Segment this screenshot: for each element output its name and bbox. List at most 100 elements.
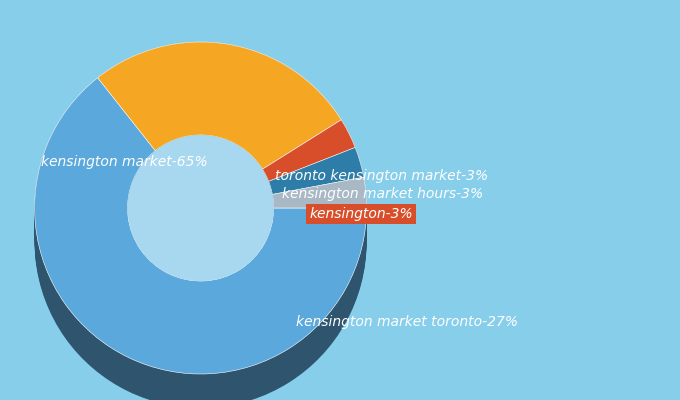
Wedge shape (273, 210, 367, 240)
Wedge shape (35, 100, 367, 396)
Wedge shape (262, 130, 355, 192)
Wedge shape (269, 148, 364, 194)
Wedge shape (262, 150, 355, 212)
Wedge shape (98, 42, 341, 169)
Wedge shape (262, 123, 355, 185)
Wedge shape (98, 71, 341, 198)
Wedge shape (269, 164, 364, 212)
Wedge shape (98, 42, 341, 169)
Circle shape (128, 145, 273, 291)
Wedge shape (98, 68, 341, 195)
Wedge shape (269, 163, 364, 210)
Wedge shape (98, 50, 341, 178)
Wedge shape (273, 184, 367, 215)
Wedge shape (35, 86, 367, 382)
Wedge shape (98, 57, 341, 184)
Wedge shape (35, 110, 367, 400)
Wedge shape (269, 171, 364, 218)
Text: kensington market toronto-27%: kensington market toronto-27% (296, 315, 517, 329)
Wedge shape (273, 194, 367, 225)
Text: kensington market-65%: kensington market-65% (41, 155, 207, 169)
Wedge shape (269, 170, 364, 216)
Text: toronto kensington market-3%: toronto kensington market-3% (275, 169, 488, 183)
Wedge shape (98, 46, 341, 173)
Wedge shape (269, 180, 364, 227)
Wedge shape (262, 120, 355, 181)
Wedge shape (262, 128, 355, 190)
Wedge shape (98, 76, 341, 203)
Wedge shape (269, 148, 364, 194)
Wedge shape (35, 107, 367, 400)
Wedge shape (273, 179, 367, 210)
Wedge shape (273, 191, 367, 222)
Wedge shape (35, 78, 367, 374)
Wedge shape (273, 180, 367, 211)
Wedge shape (273, 201, 367, 232)
Wedge shape (269, 178, 364, 225)
Wedge shape (98, 54, 341, 181)
Wedge shape (262, 134, 355, 195)
Wedge shape (98, 69, 341, 196)
Wedge shape (273, 177, 367, 208)
Wedge shape (262, 147, 355, 208)
Wedge shape (273, 199, 367, 230)
Text: kensington market hours-3%: kensington market hours-3% (282, 187, 483, 201)
Wedge shape (262, 144, 355, 205)
Wedge shape (35, 103, 367, 400)
Wedge shape (269, 168, 364, 215)
Wedge shape (269, 161, 364, 208)
Wedge shape (35, 96, 367, 393)
Wedge shape (98, 44, 341, 171)
Wedge shape (273, 182, 367, 213)
Wedge shape (273, 211, 367, 242)
Wedge shape (35, 102, 367, 398)
Wedge shape (273, 204, 367, 235)
Wedge shape (262, 135, 355, 197)
Wedge shape (273, 186, 367, 216)
Wedge shape (269, 156, 364, 203)
Wedge shape (273, 177, 367, 208)
Wedge shape (269, 152, 364, 200)
Wedge shape (269, 182, 364, 228)
Wedge shape (35, 98, 367, 394)
Wedge shape (269, 149, 364, 196)
Wedge shape (35, 95, 367, 391)
Wedge shape (262, 137, 355, 198)
Wedge shape (98, 59, 341, 186)
Wedge shape (98, 56, 341, 183)
Wedge shape (273, 187, 367, 218)
Wedge shape (262, 122, 355, 183)
Wedge shape (273, 189, 367, 220)
Wedge shape (262, 140, 355, 202)
Wedge shape (273, 206, 367, 237)
Text: kensington-3%: kensington-3% (309, 207, 413, 221)
Wedge shape (262, 149, 355, 210)
Wedge shape (35, 91, 367, 388)
Wedge shape (35, 112, 367, 400)
Wedge shape (269, 151, 364, 198)
Wedge shape (35, 90, 367, 386)
Wedge shape (98, 61, 341, 188)
Wedge shape (98, 49, 341, 176)
Wedge shape (262, 142, 355, 204)
Wedge shape (35, 88, 367, 384)
Wedge shape (262, 154, 355, 215)
Wedge shape (269, 159, 364, 206)
Wedge shape (273, 196, 367, 227)
Wedge shape (269, 176, 364, 223)
Wedge shape (262, 132, 355, 193)
Wedge shape (98, 62, 341, 190)
Wedge shape (98, 52, 341, 180)
Wedge shape (269, 154, 364, 201)
Wedge shape (262, 120, 355, 181)
Wedge shape (269, 173, 364, 220)
Wedge shape (98, 74, 341, 202)
Wedge shape (262, 125, 355, 186)
Wedge shape (35, 78, 367, 374)
Wedge shape (273, 198, 367, 228)
Wedge shape (98, 64, 341, 191)
Wedge shape (269, 175, 364, 222)
Wedge shape (35, 80, 367, 376)
Wedge shape (273, 192, 367, 223)
Wedge shape (35, 108, 367, 400)
